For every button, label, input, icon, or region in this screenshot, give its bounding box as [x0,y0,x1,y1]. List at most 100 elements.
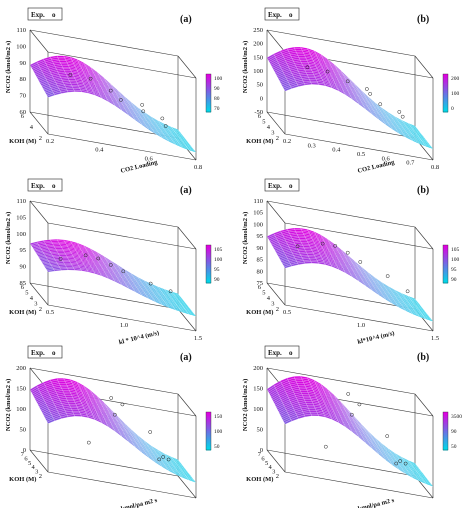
data-point [109,396,114,400]
data-point [333,243,338,248]
surface-cell [294,377,303,381]
colorbar-segment [206,446,211,449]
colorbar-segment [206,277,211,280]
colorbar-segment [443,413,448,417]
colorbar-segment [443,89,448,92]
data-point [364,87,369,91]
axis-box-edge [414,55,434,79]
z-tick-label: 200 [253,365,263,372]
colorbar-tick-label: 50 [451,444,457,450]
colorbar-segment [443,104,448,107]
surface-cell [296,51,305,55]
z-tick-label: 75 [257,280,264,287]
legend-marker: o [289,349,293,357]
y-tick-label: 0.8 [194,164,202,171]
axis-box-edge [47,304,197,332]
surface-cell [64,264,73,267]
axis-box-edge [266,200,286,224]
colorbar-segment [206,269,211,273]
data-point [345,79,350,84]
colorbar-segment [206,258,211,261]
z-tick-label: 100 [16,406,26,413]
colorbar-segment [443,93,448,96]
colorbar-tick-label: 70 [214,106,220,112]
axis-box-edge [266,449,416,477]
colorbar-segment [443,415,448,419]
data-point [166,457,171,462]
legend-label: Exp. [268,349,282,357]
surface-cell [62,390,71,393]
z-tick-label: 0 [260,447,263,454]
axis-box-edge [29,29,49,53]
colorbar-segment [443,77,448,81]
surface-cell [306,405,315,408]
x-tick-label: 6 [261,455,265,462]
axis-box-edge [414,393,434,417]
surface-cell [308,77,317,80]
y-tick-label: 1.0 [120,322,128,329]
data-point [325,69,330,74]
colorbar-segment [443,265,448,269]
surface-cell [293,227,302,230]
z-tick-label: 95 [20,247,27,254]
surface-cell [58,381,67,384]
data-point [168,289,173,294]
z-tick-label: 100 [16,231,26,238]
surface-cell [60,385,68,388]
colorbar-tick-label: 100 [214,257,223,263]
colorbar-frame [442,73,449,113]
surface-cell [306,74,315,77]
z-tick-label: 70 [20,93,27,100]
y-tick-label: 0.5 [357,151,365,158]
colorbar-segment [206,442,211,445]
chart-panel-1: 60 70 80 90 100 110 642 0.2 0.4 0.6 0.8 NCO2 (kmol/… [5,7,223,175]
legend-box [264,7,300,21]
surface-cell [56,378,65,381]
colorbar-segment [443,254,448,257]
colorbar-segment [206,412,211,415]
y-axis-label: CO2 Loading [120,159,159,175]
x-tick-label: 6 [21,113,25,120]
axis-box-edge [284,471,434,499]
legend-box [264,178,300,192]
surface-cell [303,397,312,400]
surface-cell [301,63,310,66]
axis-box-edge [414,226,434,250]
surface-cell [64,70,73,73]
colorbar-segment [443,275,448,278]
colorbar-tick-label: 50 [214,444,220,450]
data-point [108,263,113,267]
axis-box-edge [29,111,179,139]
data-point [378,102,383,107]
axis-box-edge [47,471,197,499]
surface-cell [58,254,67,257]
data-point [83,253,88,258]
colorbar-segment [443,440,448,443]
axis-box-edge [29,449,179,477]
axis-box-edge [177,226,197,250]
colorbar-segment [443,75,448,79]
colorbar-segment [206,74,211,77]
axis-box-edge [29,111,49,135]
data-point [349,412,354,417]
y-tick-label: 0.4 [95,147,104,154]
legend-box [27,178,63,192]
axis-box-edge [266,449,286,473]
axis-box-edge [29,282,49,306]
colorbar-segment [206,106,211,109]
data-point [394,461,399,466]
surface-cell [304,69,313,72]
panel-label: (a) [180,352,192,363]
colorbar-segment [206,110,211,113]
surface-cell [188,313,197,317]
colorbar-segment [206,102,211,105]
z-tick-label: 90 [20,60,27,67]
z-tick-label: 110 [253,198,263,205]
surface-cell [297,55,306,58]
colorbar-segment [206,417,211,421]
surface-cell [301,394,310,397]
axis-box-edge [47,133,197,161]
colorbar-segment [443,421,448,424]
z-tick-label: 105 [16,214,26,221]
